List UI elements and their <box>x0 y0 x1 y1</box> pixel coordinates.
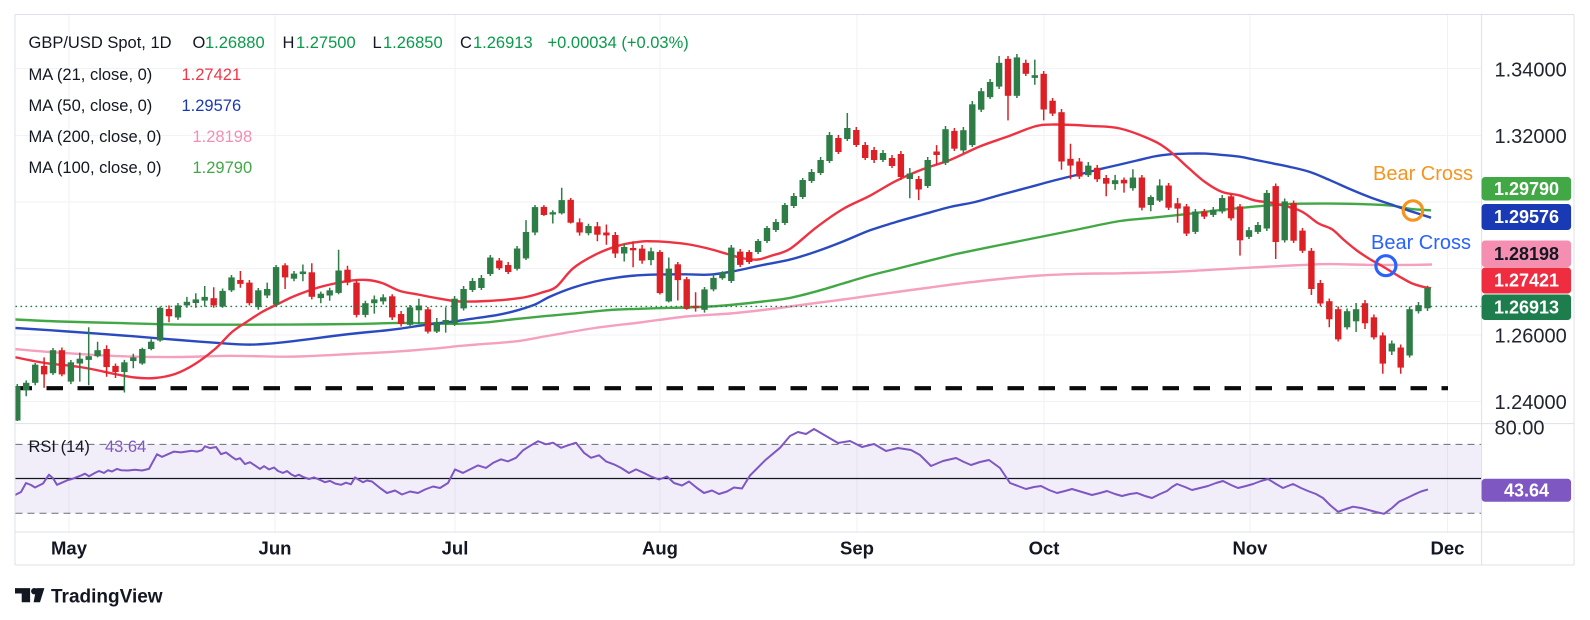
svg-text:80.00: 80.00 <box>1495 417 1545 439</box>
svg-text:Aug: Aug <box>642 538 678 559</box>
svg-text:MA (50, close, 0)1.29576: MA (50, close, 0) 1.29576 <box>29 97 242 115</box>
svg-text:MA (200, close, 0)1.28198: MA (200, close, 0) 1.28198 <box>29 128 253 146</box>
svg-text:Jun: Jun <box>259 538 292 559</box>
svg-text:1.32000: 1.32000 <box>1495 126 1567 148</box>
svg-text:Bear Cross: Bear Cross <box>1371 232 1471 254</box>
svg-text:1.24000: 1.24000 <box>1495 392 1567 414</box>
svg-text:1.29790: 1.29790 <box>1494 179 1559 199</box>
svg-text:43.64: 43.64 <box>1504 480 1549 500</box>
svg-text:May: May <box>51 538 88 559</box>
svg-text:Bear Cross: Bear Cross <box>1373 163 1473 185</box>
svg-text:Dec: Dec <box>1431 538 1465 559</box>
svg-text:Nov: Nov <box>1233 538 1269 559</box>
svg-text:Sep: Sep <box>840 538 874 559</box>
svg-text:1.29576: 1.29576 <box>1494 207 1559 227</box>
svg-text:1.34000: 1.34000 <box>1495 59 1567 81</box>
svg-text:1.26913: 1.26913 <box>1494 297 1559 317</box>
svg-text:TradingView: TradingView <box>51 587 163 608</box>
svg-text:Jul: Jul <box>442 538 469 559</box>
svg-text:MA (21, close, 0)1.27421: MA (21, close, 0) 1.27421 <box>29 66 242 84</box>
svg-text:RSI (14)43.64: RSI (14) 43.64 <box>29 438 147 456</box>
svg-text:Oct: Oct <box>1029 538 1060 559</box>
svg-text:1.28198: 1.28198 <box>1494 244 1559 264</box>
svg-text:MA (100, close, 0)1.29790: MA (100, close, 0) 1.29790 <box>29 159 253 177</box>
svg-text:1.26000: 1.26000 <box>1495 325 1567 347</box>
svg-text:1.27421: 1.27421 <box>1494 271 1559 291</box>
